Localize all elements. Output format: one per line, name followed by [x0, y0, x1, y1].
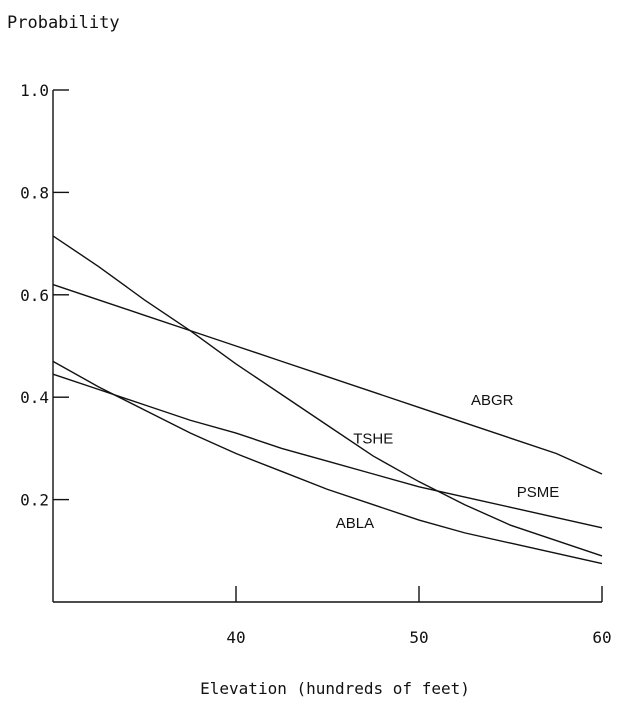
- y-tick-label: 1.0: [20, 81, 49, 100]
- y-tick-label: 0.4: [20, 388, 49, 407]
- series-line-tshe: [52, 235, 603, 557]
- y-tick-label: 0.6: [20, 286, 49, 305]
- series-line-abgr: [52, 283, 603, 475]
- series-labels: ABGR TSHE PSME ABLA: [336, 392, 559, 532]
- series-line-psme: [52, 373, 603, 529]
- series-lines: [52, 235, 603, 565]
- x-axis-ticks: 40 50 60: [226, 586, 612, 647]
- x-tick-label: 60: [592, 628, 611, 647]
- x-tick-label: 50: [409, 628, 428, 647]
- series-label-abgr: ABGR: [471, 392, 514, 409]
- chart-title: Probability: [7, 13, 120, 33]
- x-axis-label: Elevation (hundreds of feet): [200, 679, 470, 698]
- series-label-tshe: TSHE: [353, 430, 393, 447]
- y-tick-label: 0.2: [20, 491, 49, 510]
- series-line-abla: [52, 360, 603, 565]
- series-label-psme: PSME: [517, 484, 560, 501]
- y-axis-ticks: 0.2 0.4 0.6 0.8 1.0: [20, 81, 69, 510]
- y-tick-label: 0.8: [20, 183, 49, 202]
- series-label-abla: ABLA: [336, 515, 374, 532]
- x-tick-label: 40: [226, 628, 245, 647]
